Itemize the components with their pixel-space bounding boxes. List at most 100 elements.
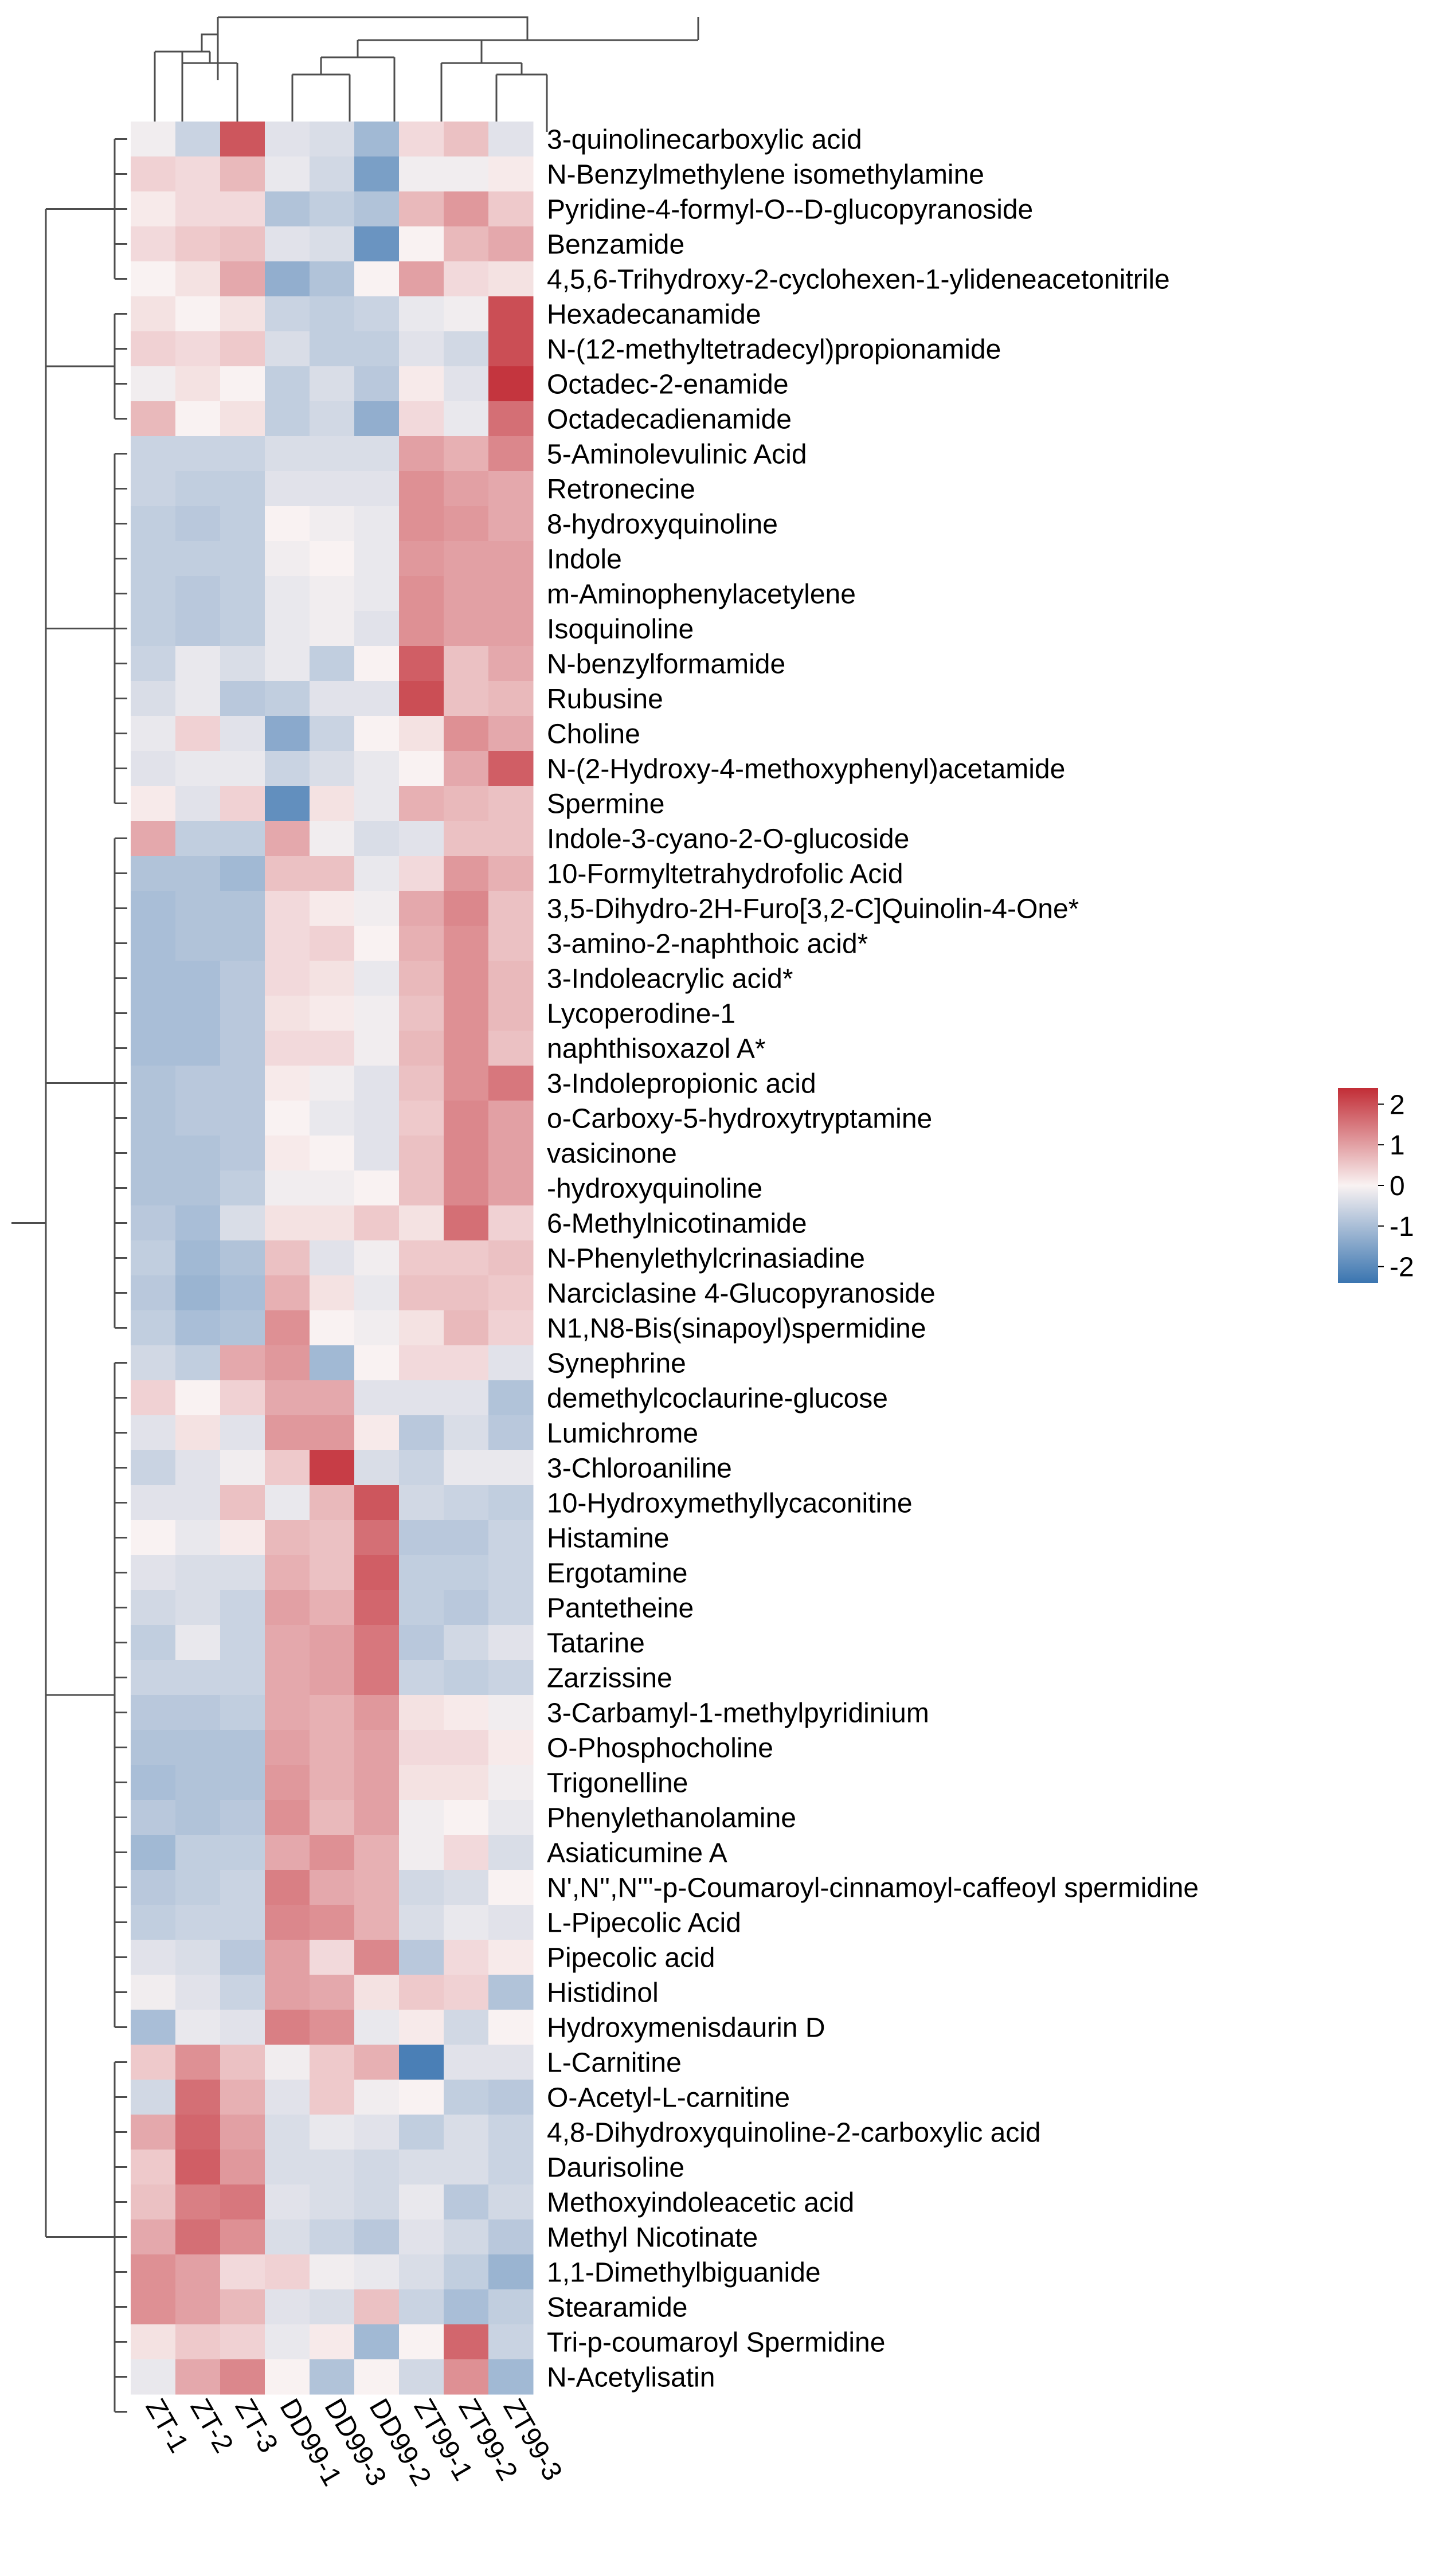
cell-methyl-nicotinate-dd99-1 <box>265 2219 310 2255</box>
cell-naphthisoxazol-a-zt99-1 <box>399 1031 444 1066</box>
cell-n-acetylisatin-zt99-2 <box>444 2359 489 2395</box>
cell-vasicinone-dd99-1 <box>265 1136 310 1171</box>
cell-o-phosphocholine-dd99-2 <box>354 1730 400 1765</box>
cell-5-aminolevulinic-acid-dd99-1 <box>265 436 310 472</box>
cell-n-2-hydroxy-4-methoxyphenyl-acetamide-dd99-1 <box>265 751 310 786</box>
cell-pyridine-4-formyl-o-d-glucopyranoside-dd99-3 <box>310 191 355 227</box>
cell-3-carbamyl-1-methylpyridinium-zt99-2 <box>444 1695 489 1731</box>
cell-lumichrome-zt-3 <box>220 1415 265 1451</box>
cell-3-indolepropionic-acid-zt99-3 <box>488 1066 534 1101</box>
cell-n1-n8-bis-sinapoyl-spermidine-zt-2 <box>175 1310 221 1346</box>
row-label-n1-n8-bis-sinapoyl-spermidine: N1,N8-Bis(sinapoyl)spermidine <box>547 1314 926 1344</box>
col-dendro-upper <box>358 17 699 41</box>
cell-m-aminophenylacetylene-zt-3 <box>220 576 265 612</box>
cell-zarzissine-zt99-1 <box>399 1660 444 1696</box>
cell-naphthisoxazol-a-dd99-3 <box>310 1031 355 1066</box>
cell-3-chloroaniline-dd99-3 <box>310 1450 355 1486</box>
cell-indole-dd99-1 <box>265 541 310 577</box>
cell-narciclasine-4-glucopyranoside-zt99-3 <box>488 1275 534 1311</box>
cell-methoxyindoleacetic-acid-dd99-3 <box>310 2184 355 2220</box>
cell-demethylcoclaurine-glucose-dd99-1 <box>265 1380 310 1416</box>
cell-n-acetylisatin-dd99-1 <box>265 2359 310 2395</box>
cell-4-8-dihydroxyquinoline-2-carboxylic-acid-zt99-1 <box>399 2115 444 2150</box>
cell-10-formyltetrahydrofolic-acid-zt-2 <box>175 856 221 891</box>
cell-methoxyindoleacetic-acid-dd99-1 <box>265 2184 310 2220</box>
cell-o-acetyl-l-carnitine-zt99-2 <box>444 2080 489 2115</box>
cell-ergotamine-zt-2 <box>175 1555 221 1591</box>
cell-spermine-zt-2 <box>175 786 221 821</box>
cell-3-quinolinecarboxylic-acid-zt99-3 <box>488 122 534 157</box>
cell-n-n-n-p-coumaroyl-cinnamoyl-caffeoyl-spermidine-zt99-1 <box>399 1870 444 1905</box>
cell-hydroxyquinoline-dd99-2 <box>354 1170 400 1206</box>
cell-o-carboxy-5-hydroxytryptamine-zt-1 <box>131 1101 176 1136</box>
cell-10-formyltetrahydrofolic-acid-zt-1 <box>131 856 176 891</box>
cell-n-phenylethylcrinasiadine-zt99-3 <box>488 1240 534 1276</box>
cell-octadecadienamide-zt99-2 <box>444 401 489 437</box>
cell-3-amino-2-naphthoic-acid-zt-3 <box>220 926 265 961</box>
cell-synephrine-dd99-1 <box>265 1345 310 1381</box>
cell-o-phosphocholine-zt99-3 <box>488 1730 534 1765</box>
cell-naphthisoxazol-a-dd99-2 <box>354 1031 400 1066</box>
cell-histidinol-zt-3 <box>220 1975 265 2010</box>
cell-pantetheine-zt-3 <box>220 1590 265 1626</box>
cell-octadec-2-enamide-dd99-3 <box>310 366 355 402</box>
cell-n-12-methyltetradecyl-propionamide-zt99-3 <box>488 331 534 367</box>
cell-l-pipecolic-acid-zt-3 <box>220 1905 265 1940</box>
cell-narciclasine-4-glucopyranoside-zt-1 <box>131 1275 176 1311</box>
cell-asiaticumine-a-zt99-1 <box>399 1835 444 1870</box>
cell-spermine-zt99-3 <box>488 786 534 821</box>
cell-3-carbamyl-1-methylpyridinium-zt99-3 <box>488 1695 534 1731</box>
row-label-ergotamine: Ergotamine <box>547 1559 687 1589</box>
cell-lumichrome-zt99-3 <box>488 1415 534 1451</box>
cell-pipecolic-acid-dd99-1 <box>265 1940 310 1975</box>
cell-m-aminophenylacetylene-zt-2 <box>175 576 221 612</box>
cell-indole-3-cyano-2-o-glucoside-zt-1 <box>131 821 176 856</box>
cell-synephrine-zt-3 <box>220 1345 265 1381</box>
cell-8-hydroxyquinoline-dd99-1 <box>265 506 310 542</box>
cell-tatarine-zt99-2 <box>444 1625 489 1661</box>
cell-phenylethanolamine-zt-2 <box>175 1800 221 1835</box>
cell-3-quinolinecarboxylic-acid-dd99-2 <box>354 122 400 157</box>
cell-hydroxymenisdaurin-d-zt-3 <box>220 2010 265 2045</box>
cell-lycoperodine-1-zt99-1 <box>399 996 444 1031</box>
cell-stearamide-dd99-1 <box>265 2289 310 2325</box>
cell-retronecine-dd99-2 <box>354 471 400 507</box>
row-label-narciclasine-4-glucopyranoside: Narciclasine 4-Glucopyranoside <box>547 1279 936 1309</box>
cell-n-acetylisatin-zt-3 <box>220 2359 265 2395</box>
row-label-benzamide: Benzamide <box>547 230 684 260</box>
cell-3-amino-2-naphthoic-acid-zt99-2 <box>444 926 489 961</box>
cell-lumichrome-zt99-2 <box>444 1415 489 1451</box>
cell-n-benzylmethylene-isomethylamine-dd99-1 <box>265 156 310 192</box>
cell-phenylethanolamine-zt-3 <box>220 1800 265 1835</box>
cell-3-quinolinecarboxylic-acid-zt99-2 <box>444 122 489 157</box>
cell-isoquinoline-zt99-2 <box>444 611 489 647</box>
cell-4-5-6-trihydroxy-2-cyclohexen-1-ylideneacetonitrile-zt99-3 <box>488 261 534 297</box>
cell-rubusine-zt-1 <box>131 681 176 717</box>
row-label-asiaticumine-a: Asiaticumine A <box>547 1838 727 1869</box>
cell-synephrine-zt-2 <box>175 1345 221 1381</box>
cell-pipecolic-acid-dd99-2 <box>354 1940 400 1975</box>
cell-benzamide-dd99-1 <box>265 226 310 262</box>
cell-lycoperodine-1-dd99-1 <box>265 996 310 1031</box>
legend-tick-label-3: -1 <box>1390 1212 1414 1242</box>
cell-3-carbamyl-1-methylpyridinium-zt-1 <box>131 1695 176 1731</box>
cell-6-methylnicotinamide-zt99-2 <box>444 1205 489 1241</box>
row-label-trigonelline: Trigonelline <box>547 1768 688 1799</box>
cell-n-benzylmethylene-isomethylamine-zt-1 <box>131 156 176 192</box>
cell-vasicinone-zt99-3 <box>488 1136 534 1171</box>
cell-3-5-dihydro-2h-furo-3-2-c-quinolin-4-one-zt-3 <box>220 891 265 926</box>
cell-3-indoleacrylic-acid-dd99-2 <box>354 961 400 996</box>
cell-demethylcoclaurine-glucose-zt99-2 <box>444 1380 489 1416</box>
legend-color-bar <box>1338 1088 1378 1283</box>
cell-3-quinolinecarboxylic-acid-zt99-1 <box>399 122 444 157</box>
cell-6-methylnicotinamide-zt-1 <box>131 1205 176 1241</box>
cell-octadec-2-enamide-zt99-1 <box>399 366 444 402</box>
cell-indole-dd99-2 <box>354 541 400 577</box>
cell-5-aminolevulinic-acid-dd99-2 <box>354 436 400 472</box>
cell-indole-zt-2 <box>175 541 221 577</box>
cell-10-hydroxymethyllycaconitine-zt-1 <box>131 1485 176 1521</box>
cell-indole-3-cyano-2-o-glucoside-dd99-1 <box>265 821 310 856</box>
row-label-indole-3-cyano-2-o-glucoside: Indole-3-cyano-2-O-glucoside <box>547 824 909 855</box>
cell-3-indolepropionic-acid-dd99-2 <box>354 1066 400 1101</box>
row-label-o-acetyl-l-carnitine: O-Acetyl-L-carnitine <box>547 2083 790 2113</box>
